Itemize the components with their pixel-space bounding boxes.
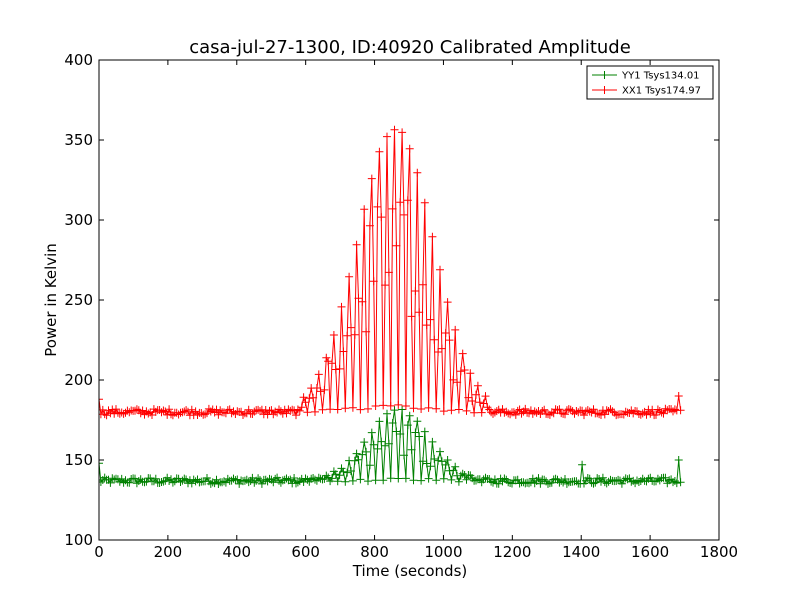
data-layer [99, 125, 685, 488]
legend-box [586, 65, 714, 100]
x-tick-label: 0 [94, 543, 104, 561]
legend: YY1 Tsys134.01 XX1 Tsys174.97 [586, 65, 714, 100]
y-tick-label: 400 [64, 51, 93, 69]
x-tick-label: 600 [291, 543, 320, 561]
y-tick-label: 250 [64, 291, 93, 309]
x-tick-label: 1000 [424, 543, 462, 561]
legend-label: XX1 Tsys174.97 [622, 86, 701, 97]
x-tick-label: 1600 [631, 543, 669, 561]
y-axis-label: Power in Kelvin [42, 243, 60, 357]
ticks-layer: 0 200 400 600 800 1000 1200 1400 1600 1800 100 150 2… [64, 51, 738, 561]
x-tick-label: 200 [154, 543, 183, 561]
y-tick-label: 350 [64, 131, 93, 149]
x-tick-label: 400 [222, 543, 251, 561]
x-tick-label: 1200 [493, 543, 531, 561]
legend-marker [600, 71, 609, 79]
y-tick-label: 200 [64, 371, 93, 389]
y-tick-label: 300 [64, 211, 93, 229]
y-tick-label: 150 [64, 451, 93, 469]
series-1 [99, 125, 685, 420]
series-markers [99, 405, 685, 488]
series-0 [99, 405, 685, 488]
y-tick-label: 100 [64, 531, 93, 549]
chart-title: casa-jul-27-1300, ID:40920 Calibrated Am… [189, 37, 631, 58]
x-tick-label: 800 [360, 543, 389, 561]
x-axis-label: Time (seconds) [352, 562, 468, 580]
x-tick-label: 1800 [700, 543, 738, 561]
series-markers [99, 125, 685, 420]
legend-label: YY1 Tsys134.01 [621, 71, 700, 82]
legend-marker [600, 86, 609, 94]
x-tick-label: 1400 [562, 543, 600, 561]
